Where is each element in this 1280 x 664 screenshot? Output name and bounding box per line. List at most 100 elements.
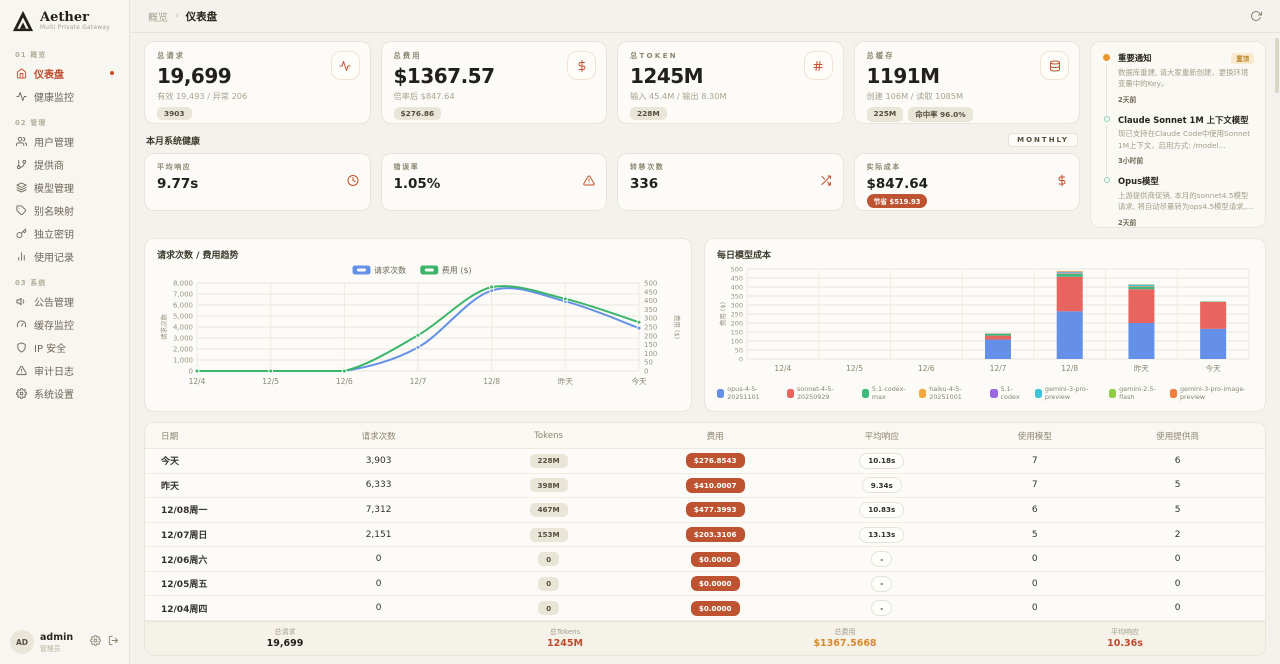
stat-card: 总TOKEN 1245M 输入 45.4M / 输出 8.30M 228M — [617, 41, 844, 124]
notice-title: Opus模型 — [1118, 176, 1159, 187]
sidebar-item-home[interactable]: 仪表盘 — [10, 62, 119, 85]
legend-swatch — [1034, 388, 1042, 398]
legend-swatch — [861, 388, 869, 398]
svg-text:3,000: 3,000 — [173, 335, 193, 343]
legend-item[interactable]: gemini-3-pro-image-preview — [1169, 385, 1253, 401]
cost-pill: $0.0000 — [690, 576, 740, 592]
health-label: 错误率 — [393, 163, 420, 171]
sidebar-item-gauge[interactable]: 缓存监控 — [10, 313, 119, 336]
notice-item[interactable]: Claude Sonnet 1M 上下文模型 现已支持在Claude Code中使… — [1102, 115, 1254, 177]
sidebar-item-label: 用户管理 — [34, 138, 74, 149]
tag-icon — [16, 205, 27, 216]
cell-date: 昨天 — [161, 481, 180, 492]
line-chart-title: 请求次数 / 费用趋势 — [157, 251, 239, 261]
notice-item[interactable]: Opus模型 上游提供商促销, 本月的sonnet4.5模型请求, 将自动尽量转为… — [1102, 176, 1254, 227]
cell-response: 10.18s — [800, 452, 963, 469]
stat-label: 总费用 — [393, 51, 422, 60]
notification-dot — [110, 71, 114, 75]
cell-providers: 5 — [1174, 480, 1181, 491]
sidebar-item-tag[interactable]: 别名映射 — [10, 199, 119, 222]
health-section-title: 本月系统健康 — [146, 136, 201, 147]
tokens-pill: 153M — [529, 527, 568, 542]
svg-text:12/4: 12/4 — [774, 364, 791, 373]
table-row: 12/05周五 0 0 $0.0000 - 0 0 — [145, 572, 1265, 597]
stat-icon-tile — [1040, 51, 1069, 80]
legend-item[interactable]: opus-4-5-20251101 — [717, 385, 778, 401]
svg-text:12/7: 12/7 — [990, 364, 1007, 373]
cell-response: - — [800, 551, 963, 568]
notice-timestamp: 2天前 — [1118, 218, 1137, 227]
tokens-pill: 0 — [538, 601, 560, 616]
legend-item[interactable]: gemini-2.5-flash — [1108, 385, 1161, 401]
sidebar-item-users[interactable]: 用户管理 — [10, 130, 119, 153]
cell-providers: 0 — [1174, 554, 1181, 565]
sidebar-item-key[interactable]: 独立密钥 — [10, 222, 119, 245]
key-icon — [16, 228, 27, 239]
svg-text:费用 ($): 费用 ($) — [442, 265, 472, 275]
legend-item[interactable]: 费用 ($) — [420, 265, 472, 275]
stat-subtext: 输入 45.4M / 输出 8.30M — [630, 91, 727, 101]
table-header: 日期 请求次数 Tokens 费用 平均响应 使用模型 使用提供商 — [145, 423, 1265, 449]
settings-icon[interactable] — [90, 635, 101, 649]
footer-total: 平均响应 10.36s — [985, 627, 1265, 649]
cell-tokens: 467M — [467, 502, 630, 517]
timeline-line — [1106, 124, 1107, 177]
cost-pill: $0.0000 — [690, 551, 740, 567]
sidebar-item-activity[interactable]: 健康监控 — [10, 85, 119, 108]
stat-value: 1245M — [630, 64, 704, 88]
refresh-icon[interactable] — [1250, 10, 1262, 22]
legend-item[interactable]: gemini-3-pro-preview — [1034, 385, 1100, 401]
cost-pill: $410.0007 — [685, 477, 745, 493]
tokens-pill: 0 — [538, 552, 560, 567]
activity-icon — [16, 91, 27, 102]
footer-label: 平均响应 — [1111, 628, 1139, 636]
stat-badge: $276.86 — [393, 107, 442, 120]
notice-title: 重要通知 — [1118, 53, 1152, 63]
legend-item[interactable]: 5.1-codex — [990, 385, 1025, 401]
megaphone-icon — [16, 297, 25, 306]
stats-grid: 总请求 19,699 有效 19,493 / 异常 206 3903 总费用 $1367.… — [144, 41, 1080, 124]
sidebar-item-alert-triangle[interactable]: 审计日志 — [10, 359, 119, 382]
scrollbar-thumb[interactable] — [1275, 38, 1279, 93]
legend-swatch — [1169, 388, 1177, 398]
bar-chart-legend: opus-4-5-20251101 sonnet-4-5-20250929 5.1-… — [717, 385, 1253, 401]
table-row: 12/08周一 7,312 467M $477.3993 10.83s 6 5 — [145, 498, 1265, 523]
user-name: admin — [40, 631, 74, 643]
column-header: 使用模型 — [1017, 431, 1052, 442]
legend-item[interactable]: 请求次数 — [352, 265, 406, 275]
footer-value: 1245M — [547, 638, 583, 649]
table-row: 12/04周四 0 0 $0.0000 - 0 0 — [145, 596, 1265, 622]
sidebar-item-shield[interactable]: IP 安全 — [10, 336, 119, 359]
sidebar-item-settings[interactable]: 系统设置 — [10, 382, 119, 405]
cell-response: - — [800, 575, 963, 592]
tokens-pill: 228M — [529, 453, 568, 468]
svg-text:12/7: 12/7 — [410, 377, 427, 386]
legend-item[interactable]: haiku-4-5-20251001 — [919, 385, 981, 401]
svg-text:200: 200 — [731, 320, 743, 328]
health-icon — [820, 175, 832, 190]
legend-item[interactable]: sonnet-4-5-20250929 — [786, 385, 853, 401]
app-tagline: Multi Private Gateway — [40, 25, 110, 32]
table-footer: 总请求 19,699 总Tokens 1245M 总费用 $1367.5668 平均响应 10… — [145, 621, 1265, 655]
logout-icon[interactable] — [108, 635, 119, 649]
cell-date: 12/08周一 — [161, 506, 208, 517]
notice-item[interactable]: 重要通知 置顶 数据库重建, 请大家重新创建，更换环境变量中的Key。 2天前 — [1102, 53, 1254, 115]
sidebar-item-label: 审计日志 — [34, 367, 74, 378]
stat-badge: 228M — [630, 107, 667, 120]
breadcrumb-root[interactable]: 概览 — [148, 12, 168, 24]
svg-text:2,000: 2,000 — [173, 346, 193, 354]
svg-text:12/8: 12/8 — [483, 377, 500, 386]
alert-triangle-icon — [583, 175, 595, 186]
aether-logo-icon — [12, 10, 34, 32]
svg-text:6,000: 6,000 — [173, 302, 193, 310]
svg-text:300: 300 — [644, 315, 657, 323]
cell-requests: 3,903 — [365, 455, 392, 466]
svg-text:100: 100 — [644, 350, 657, 358]
sidebar-item-megaphone[interactable]: 公告管理 — [10, 290, 119, 313]
cell-date: 今天 — [161, 457, 180, 468]
legend-item[interactable]: 5.1-codex-max — [861, 385, 910, 401]
cell-cost: $0.0000 — [630, 551, 800, 567]
sidebar-item-layers[interactable]: 模型管理 — [10, 176, 119, 199]
sidebar-item-bar-chart[interactable]: 使用记录 — [10, 245, 119, 268]
sidebar-item-git-branch[interactable]: 提供商 — [10, 153, 119, 176]
